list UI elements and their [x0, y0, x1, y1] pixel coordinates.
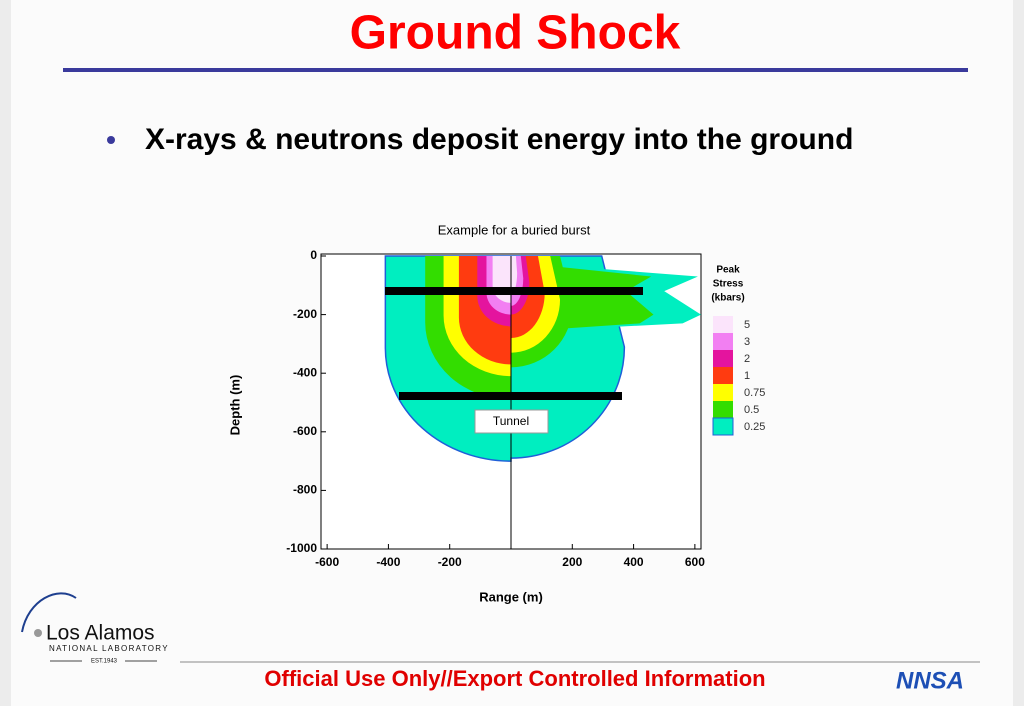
- logo-swoosh: [21, 592, 77, 633]
- legend-swatch: [713, 401, 733, 418]
- logo-sub: NATIONAL LABORATORY: [49, 644, 169, 653]
- legend-swatch: [713, 333, 733, 350]
- x-tick-label: -200: [438, 555, 462, 569]
- logo-name: Los Alamos: [46, 622, 155, 645]
- y-tick-label: 0: [310, 248, 317, 262]
- legend-title: Peak: [716, 265, 740, 276]
- side-strip: [0, 0, 11, 706]
- y-tick-label: -800: [293, 483, 317, 497]
- y-tick-label: -600: [293, 424, 317, 438]
- legend-swatch: [713, 350, 733, 367]
- y-tick-label: -200: [293, 307, 317, 321]
- legend-label: 0.25: [744, 421, 765, 433]
- legend-label: 0.5: [744, 404, 759, 416]
- tunnel-bar: [399, 392, 622, 400]
- bullet-dot: [107, 136, 115, 144]
- legend-label: 5: [744, 319, 750, 331]
- legend-label: 2: [744, 353, 750, 365]
- legend-title: Stress: [713, 279, 744, 290]
- footer-text: Official Use Only//Export Controlled Inf…: [264, 666, 765, 691]
- logo: Los Alamos NATIONAL LABORATORY EST.1943: [21, 592, 169, 665]
- x-axis-label: Range (m): [479, 589, 543, 604]
- legend-swatch: [713, 316, 733, 333]
- legend-swatch: [713, 384, 733, 401]
- logo-dot: [34, 629, 42, 637]
- y-tick-label: -1000: [286, 541, 317, 555]
- y-axis-label: Depth (m): [227, 375, 242, 436]
- y-tick-label: -400: [293, 365, 317, 379]
- annotation: Tunnel: [493, 414, 529, 428]
- slide-title: Ground Shock: [350, 7, 681, 60]
- x-tick-label: 600: [685, 555, 705, 569]
- chart-title: Example for a buried burst: [438, 222, 591, 237]
- tunnel-bar: [385, 287, 643, 295]
- annotation-box: [474, 409, 549, 434]
- legend-label: 1: [744, 370, 750, 382]
- bullet-text: X-rays & neutrons deposit energy into th…: [145, 123, 853, 156]
- x-tick-label: -600: [315, 555, 339, 569]
- legend-label: 3: [744, 336, 750, 348]
- legend-title: (kbars): [711, 293, 744, 304]
- title-rule: [63, 68, 968, 72]
- legend-label: 0.75: [744, 387, 765, 399]
- x-tick-label: -400: [376, 555, 400, 569]
- legend-swatch: [713, 367, 733, 384]
- x-tick-label: 400: [624, 555, 644, 569]
- logo-est: EST.1943: [91, 659, 118, 665]
- x-tick-label: 200: [562, 555, 582, 569]
- side-strip: [1013, 0, 1024, 706]
- footer-logo: NNSA: [896, 667, 964, 694]
- legend-swatch: [712, 417, 734, 436]
